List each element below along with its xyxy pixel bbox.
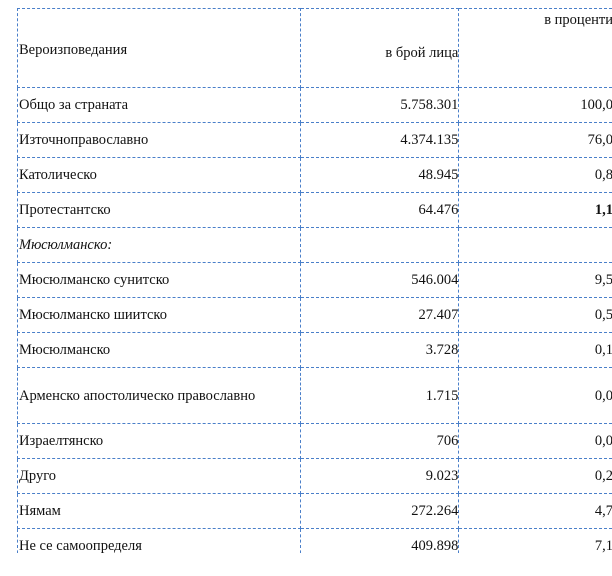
table-cell: 0,0 bbox=[458, 367, 612, 424]
table-cell: Арменско апостолическо православно bbox=[17, 367, 301, 424]
table-cell: 7,1 bbox=[458, 528, 612, 553]
table-cell: 1.715 bbox=[299, 367, 460, 424]
table-cell: 546.004 bbox=[299, 262, 460, 298]
table-cell: Не се самоопределя bbox=[17, 528, 301, 553]
table-row: Арменско апостолическо православно 1.715 0… bbox=[17, 367, 612, 424]
table-cell: 76,0 bbox=[458, 122, 612, 158]
table-row: Мюсюлманско сунитско 546.004 9,5 bbox=[17, 262, 612, 298]
table-cell: 409.898 bbox=[299, 528, 460, 553]
table-row: Мюсюлманско шиитско 27.407 0,5 bbox=[17, 297, 612, 333]
table-cell: Мюсюлманско: bbox=[17, 227, 301, 263]
table-cell: 4,7 bbox=[458, 493, 612, 529]
table-row: Източноправославно 4.374.135 76,0 bbox=[17, 122, 612, 158]
table-cell: Източноправославно bbox=[17, 122, 301, 158]
table-cell: 48.945 bbox=[299, 157, 460, 193]
table-cell: 5.758.301 bbox=[299, 87, 460, 123]
table-cell: 27.407 bbox=[299, 297, 460, 333]
table-row: Мюсюлманско: bbox=[17, 227, 612, 263]
table-row: Мюсюлманско 3.728 0,1 bbox=[17, 332, 612, 368]
table-cell: 64.476 bbox=[299, 192, 460, 228]
table-cell: 100,0 bbox=[458, 87, 612, 123]
table-row: Католическо 48.945 0,8 bbox=[17, 157, 612, 193]
table-cell: Друго bbox=[17, 458, 301, 494]
table-cell: 9,5 bbox=[458, 262, 612, 298]
table-container: Вероизповедания в брой лица в проценти О… bbox=[17, 8, 612, 553]
table-cell: 4.374.135 bbox=[299, 122, 460, 158]
table-cell: Израелтянско bbox=[17, 423, 301, 459]
table-row: Не се самоопределя 409.898 7,1 bbox=[17, 528, 612, 553]
table-cell bbox=[458, 227, 612, 263]
table-cell: 0,8 bbox=[458, 157, 612, 193]
table-cell: 1,1 bbox=[458, 192, 612, 228]
table-cell: 9.023 bbox=[299, 458, 460, 494]
table-cell: Мюсюлманско сунитско bbox=[17, 262, 301, 298]
table-cell: 0,5 bbox=[458, 297, 612, 333]
header-cell: Вероизповедания bbox=[17, 8, 301, 88]
header-cell: в проценти bbox=[458, 8, 612, 88]
table-row: Нямам 272.264 4,7 bbox=[17, 493, 612, 529]
table-cell: 0,1 bbox=[458, 332, 612, 368]
header-row: Вероизповедания в брой лица в проценти bbox=[17, 8, 612, 88]
table-row: Друго 9.023 0,2 bbox=[17, 458, 612, 494]
table-cell: Нямам bbox=[17, 493, 301, 529]
table-cell: Протестантско bbox=[17, 192, 301, 228]
religion-table: Вероизповедания в брой лица в проценти О… bbox=[17, 8, 612, 553]
table-body: Вероизповедания в брой лица в проценти О… bbox=[17, 8, 612, 553]
table-row: Протестантско 64.476 1,1 bbox=[17, 192, 612, 228]
table-cell: 706 bbox=[299, 423, 460, 459]
table-row: Общо за страната 5.758.301 100,0 bbox=[17, 87, 612, 123]
table-cell: 3.728 bbox=[299, 332, 460, 368]
table-cell bbox=[299, 227, 460, 263]
table-cell: Католическо bbox=[17, 157, 301, 193]
table-cell: Мюсюлманско шиитско bbox=[17, 297, 301, 333]
table-cell: Общо за страната bbox=[17, 87, 301, 123]
table-cell: Мюсюлманско bbox=[17, 332, 301, 368]
table-cell: 0,2 bbox=[458, 458, 612, 494]
table-cell: 272.264 bbox=[299, 493, 460, 529]
header-cell: в брой лица bbox=[299, 8, 460, 88]
table-cell: 0,0 bbox=[458, 423, 612, 459]
table-row: Израелтянско 706 0,0 bbox=[17, 423, 612, 459]
